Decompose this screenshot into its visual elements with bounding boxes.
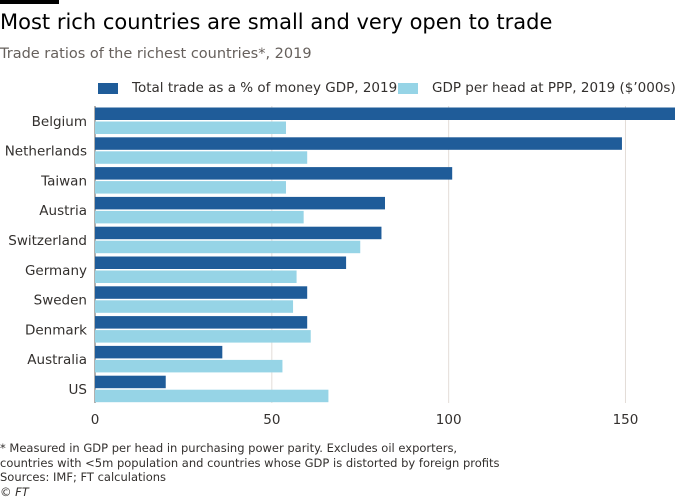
legend-label-gdp-per-head: GDP per head at PPP, 2019 ($’000s): [432, 80, 676, 96]
bar-gdp-per-head: [95, 330, 311, 343]
bar-gdp-per-head: [95, 181, 286, 194]
bar-total-trade: [95, 345, 223, 359]
x-tick-label: 50: [263, 412, 280, 428]
category-label: Sweden: [34, 293, 87, 309]
bar-total-trade: [95, 316, 308, 329]
x-tick-label: 150: [613, 412, 639, 428]
bar-gdp-per-head: [95, 240, 361, 254]
bar-total-trade: [95, 167, 453, 180]
category-label: Switzerland: [8, 233, 87, 249]
x-tick-labels: 0 50 100 150: [91, 412, 639, 428]
bar-total-trade: [95, 107, 675, 120]
bar-total-trade: [95, 196, 385, 210]
category-label: Austria: [39, 203, 87, 219]
bar-gdp-per-head: [95, 270, 297, 283]
legend-swatch-gdp-per-head: [398, 82, 418, 94]
bar-total-trade: [95, 256, 347, 269]
grid-lines: [94, 106, 626, 403]
category-label: Belgium: [32, 114, 87, 130]
sources-note: Sources: IMF; FT calculations: [0, 470, 167, 484]
bar-total-trade: [95, 286, 308, 299]
chart-title: Most rich countries are small and very o…: [0, 10, 553, 34]
bar-total-trade: [95, 375, 166, 389]
category-label: US: [69, 382, 87, 398]
bar-total-trade: [95, 137, 622, 150]
x-tick-label: 0: [91, 412, 100, 428]
ft-credit: © FT: [0, 484, 29, 499]
category-label: Denmark: [25, 322, 87, 338]
x-tick-label: 100: [436, 412, 462, 428]
legend-item-total-trade: Total trade as a % of money GDP, 2019: [98, 80, 397, 96]
bar-gdp-per-head: [95, 300, 294, 313]
chart-subtitle: Trade ratios of the richest countries*, …: [0, 46, 312, 62]
footnote-line-2: countries with <5m population and countr…: [0, 455, 500, 470]
bar-gdp-per-head: [95, 121, 286, 134]
bar-chart: Belgium Netherlands Taiwan Austria Switzerla…: [5, 106, 675, 428]
bar-gdp-per-head: [95, 359, 283, 373]
footnote-line-1: * Measured in GDP per head in purchasing…: [0, 441, 458, 455]
bar-total-trade: [95, 226, 382, 240]
category-labels: Belgium Netherlands Taiwan Austria Switzerla…: [5, 114, 87, 398]
ft-top-rule: [0, 0, 59, 4]
category-label: Netherlands: [5, 144, 87, 160]
legend-label-total-trade: Total trade as a % of money GDP, 2019: [132, 80, 398, 96]
category-label: Germany: [25, 263, 87, 279]
legend-swatch-total-trade: [98, 82, 118, 94]
category-label: Taiwan: [40, 173, 87, 189]
bars: [95, 107, 675, 403]
bar-gdp-per-head: [95, 151, 308, 164]
bar-gdp-per-head: [95, 210, 304, 224]
legend-item-gdp-per-head: GDP per head at PPP, 2019 ($’000s): [398, 80, 676, 96]
category-label: Australia: [27, 352, 87, 368]
bar-gdp-per-head: [95, 389, 329, 403]
footnote: * Measured in GDP per head in purchasing…: [0, 441, 500, 499]
